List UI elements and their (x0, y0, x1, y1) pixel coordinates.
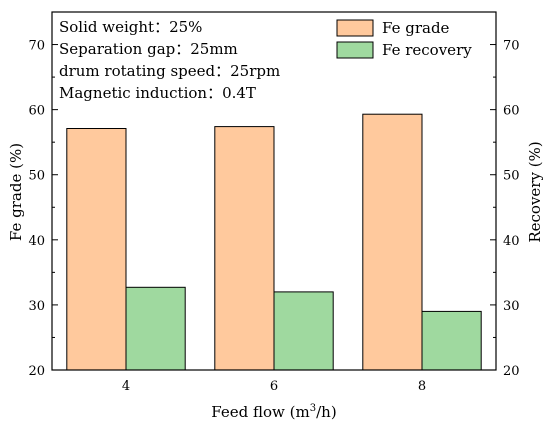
bar-fe-grade-6 (214, 126, 275, 371)
bars-layer (66, 113, 482, 371)
x-tick-label-6: 6 (270, 379, 278, 394)
annotation-magnetic-induction: Magnetic induction：0.4T (59, 84, 256, 102)
bar-fe-recovery-8 (421, 310, 482, 371)
bar-fe-grade-4 (66, 128, 127, 371)
y-tick-label-right-50: 50 (503, 169, 520, 184)
x-axis-label-end: /h) (316, 403, 337, 421)
bar-fe-recovery-6 (273, 291, 334, 371)
legend-label-fe-recovery: Fe recovery (382, 41, 472, 59)
bar-fe-grade-8 (362, 113, 423, 371)
x-axis-label-sup: 3 (310, 403, 316, 414)
annotation-solid-weight: Solid weight：25% (59, 18, 202, 36)
legend: Fe grade Fe recovery (336, 19, 472, 59)
y-tick-label-left-20: 20 (28, 364, 45, 379)
legend-swatch-fe-grade (336, 19, 374, 37)
x-axis-label: Feed flow (m3/h) (211, 403, 336, 421)
y-tick-label-left-50: 50 (28, 169, 45, 184)
y-tick-label-right-20: 20 (503, 364, 520, 379)
x-tick-label-8: 8 (418, 379, 426, 394)
legend-swatch-fe-recovery (336, 41, 374, 59)
annotation-drum-speed: drum rotating speed：25rpm (59, 62, 280, 80)
y-tick-label-right-40: 40 (503, 234, 520, 249)
x-tick-label-4: 4 (122, 379, 130, 394)
y-tick-label-right-70: 70 (503, 39, 520, 54)
bar-fe-recovery-4 (125, 286, 186, 371)
x-axis-label-main: Feed flow (m (211, 403, 309, 421)
y-tick-label-right-60: 60 (503, 104, 520, 119)
y-axis-label-left: Fe grade (%) (7, 143, 25, 241)
y-tick-label-right-30: 30 (503, 299, 520, 314)
ticks-layer: 4 6 8 20 30 40 50 60 70 20 30 40 50 60 70 (28, 11, 520, 394)
legend-label-fe-grade: Fe grade (382, 19, 450, 37)
y-tick-label-left-30: 30 (28, 299, 45, 314)
y-tick-label-left-40: 40 (28, 234, 45, 249)
y-axis-label-right: Recovery (%) (526, 141, 544, 242)
y-tick-label-left-60: 60 (28, 104, 45, 119)
annotation-separation-gap: Separation gap：25mm (59, 40, 238, 58)
y-tick-label-left-70: 70 (28, 39, 45, 54)
